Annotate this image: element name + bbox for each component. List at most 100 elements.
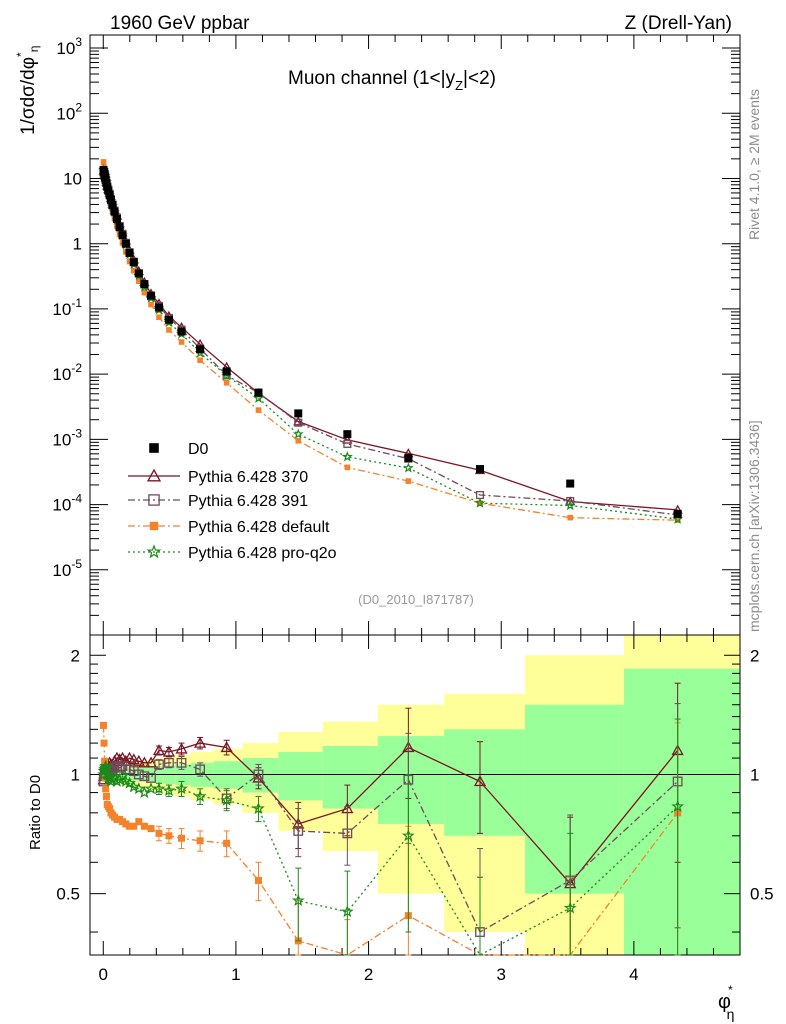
d0-data-point [110,207,119,216]
series-marker-main [253,392,264,403]
series-marker-main [341,451,353,462]
series-marker-ratio [253,769,264,780]
inner-band-bin [623,668,740,955]
series-marker-ratio [99,759,113,772]
inner-band-bin [278,751,323,801]
series-marker-ratio [144,756,158,768]
series-marker-main [126,258,133,265]
series-marker-ratio [291,894,305,907]
series-marker-ratio [147,825,155,833]
series-marker-main [156,314,162,321]
y-tick-label: 103 [56,35,82,58]
legend-marker-d0 [149,443,159,453]
d0-data-point [121,239,130,248]
series-marker-ratio [195,764,206,775]
series-marker-ratio [155,829,163,837]
x-tick-label: 3 [496,965,505,984]
series-marker-main [141,289,148,296]
series-marker-main [292,428,304,439]
series-marker-ratio [254,876,262,884]
series-line-main [102,170,678,511]
series-marker-ratio [133,769,144,780]
series-marker-main [474,497,486,508]
x-axis-label: φ* η [718,983,734,1022]
series-marker-main [564,499,576,511]
d0-data-point [105,190,114,199]
series-marker-ratio [178,834,186,842]
series-marker-ratio [175,742,188,754]
series-marker-ratio [162,745,176,757]
series-marker-ratio [152,744,166,756]
series-marker-ratio [293,826,304,836]
series-marker-ratio [162,784,176,797]
series-marker-ratio [193,736,207,748]
y-tick-label: 10-2 [52,361,82,384]
series-marker-ratio [165,832,173,840]
d0-data-point [254,388,263,397]
legend-marker [149,521,159,531]
legend-label: Pythia 6.428 pro-q2o [188,545,337,562]
series-marker-main [405,478,412,484]
series-marker-main [295,438,302,444]
d0-data-point [115,223,124,232]
series-marker-ratio [127,753,140,765]
legend-marker [148,494,160,506]
axes: 0 1 2 3 4 10-5 10-4 10-3 10-2 10-1 1 10 102 103 0.5 0.5… [52,34,774,984]
d0-data-point [103,182,112,191]
inner-band-bin [322,745,378,809]
ratio-tick-label-right: 2 [750,646,759,665]
inner-band-bin [377,736,445,824]
x-tick-label: 4 [629,965,638,984]
series-marker-ratio [164,757,174,768]
series-marker-ratio [196,837,204,845]
series-marker-main [342,434,353,444]
ratio-tick-label: 2 [71,646,80,665]
series-marker-ratio [101,757,109,765]
legend-label-d0: D0 [188,441,209,458]
series-marker-ratio [127,780,141,793]
series-marker-ratio [140,822,148,830]
series-marker-main [566,496,575,506]
series-marker-ratio [154,759,164,770]
series-marker-main [130,267,137,274]
series-marker-main [178,339,185,345]
series-marker-ratio [401,829,415,842]
series-marker-main [197,357,203,364]
data-layer [97,159,684,956]
series-marker-ratio [146,773,156,783]
series-marker-main [477,500,483,506]
series-marker-ratio [100,739,108,747]
series-marker-ratio [139,771,150,782]
series-marker-main [136,278,142,285]
x-tick-label: 2 [364,965,373,984]
series-marker-ratio [114,762,125,773]
series-marker-ratio [116,769,129,782]
d0-data-point [154,303,163,312]
series-marker-main [294,418,303,427]
series-marker-ratio [342,828,353,839]
analysis-id: (D0_2010_I871787) [358,592,474,607]
y-tick-label: 10-5 [52,557,82,580]
series-marker-ratio [563,901,577,914]
series-line-main [102,161,678,521]
inner-band-bin [444,729,526,836]
series-marker-ratio [138,756,151,768]
d0-data-point [343,430,352,439]
legend-marker [146,468,162,482]
ratio-tick-label: 0.5 [56,885,80,904]
series-marker-ratio [340,905,354,918]
series-marker-ratio [126,822,134,830]
d0-data-point [106,195,115,204]
series-marker-ratio [252,801,265,814]
series-marker-ratio [122,820,130,828]
series-marker-ratio [132,754,145,766]
d0-data-point [404,453,413,462]
y-tick-label: 1 [73,235,82,254]
series-marker-ratio [220,793,234,806]
d0-data-point [196,345,205,354]
inner-band-bin [525,704,624,894]
legend-label: Pythia 6.428 default [188,519,330,536]
series-marker-ratio [106,805,114,813]
series-marker-ratio [130,822,138,830]
